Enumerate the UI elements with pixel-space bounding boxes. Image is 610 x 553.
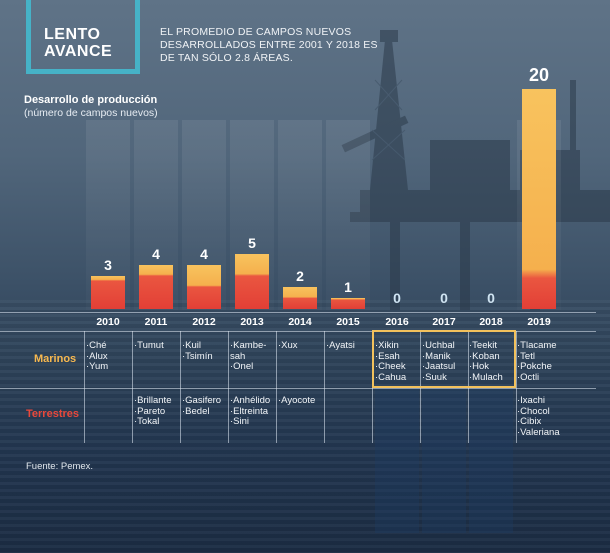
title-frame	[26, 0, 140, 74]
bar-2011	[139, 265, 173, 309]
column-divider-1	[132, 331, 133, 443]
column-divider-2	[180, 331, 181, 443]
year-label-2015: 2015	[336, 316, 360, 328]
marinos-cell-2011: ·Tumut	[134, 340, 164, 351]
marinos-cell-2010: ·Ché ·Alux ·Yum	[86, 340, 109, 372]
marinos-cell-2013: ·Kambe- sah ·Onel	[230, 340, 267, 372]
bar-label-2015: 1	[344, 279, 352, 295]
source-note: Fuente: Pemex.	[26, 461, 94, 472]
year-label-2011: 2011	[144, 316, 168, 328]
page-subtitle: EL PROMEDIO DE CAMPOS NUEVOS DESARROLLAD…	[160, 26, 378, 64]
column-shade-2017	[422, 388, 466, 533]
grid-line-rows	[0, 388, 596, 389]
column-shade-2018	[469, 388, 513, 533]
terrestres-cell-2019: ·Ixachi ·Chocol ·Cibix ·Valeriana	[517, 395, 560, 438]
bar-label-2019: 20	[528, 65, 550, 85]
bar-label-2011: 4	[152, 246, 160, 262]
bar-2012	[187, 265, 221, 309]
bar-label-2014: 2	[296, 268, 304, 284]
year-label-2017: 2017	[432, 316, 456, 328]
column-divider-0	[84, 331, 85, 443]
year-label-2013: 2013	[240, 316, 264, 328]
marinos-cell-2015: ·Ayatsi	[326, 340, 355, 351]
row-label-marinos: Marinos	[34, 353, 77, 365]
grid-line-top	[0, 312, 596, 313]
terrestres-cell-2011: ·Brillante ·Pareto ·Tokal	[134, 395, 172, 427]
bar-label-2010: 3	[104, 257, 112, 273]
page-title: LENTO AVANCE	[44, 26, 113, 60]
sea-background	[0, 300, 610, 553]
column-divider-4	[276, 331, 277, 443]
bar-2010	[91, 276, 125, 309]
row-label-terrestres: Terrestres	[26, 408, 79, 420]
marinos-cell-2018: ·Teekit ·Koban ·Hok ·Mulach	[469, 340, 503, 383]
marinos-cell-2014: ·Xux	[278, 340, 298, 351]
bar-2014	[283, 287, 317, 309]
column-shade-2015	[326, 120, 370, 310]
column-shade-2016	[375, 388, 419, 533]
year-label-2019: 2019	[527, 316, 551, 328]
year-label-2016: 2016	[385, 316, 409, 328]
bar-label-2017: 0	[440, 290, 448, 306]
column-divider-3	[228, 331, 229, 443]
year-label-2010: 2010	[96, 316, 120, 328]
bar-label-2018: 0	[487, 290, 495, 306]
highlight-frame-2016-2018	[372, 330, 516, 388]
terrestres-cell-2012: ·Gasifero ·Bedel	[182, 395, 222, 417]
marinos-cell-2016: ·Xikin ·Esah ·Cheek ·Cahua	[375, 340, 407, 383]
bar-label-2013: 5	[248, 235, 256, 251]
marinos-cell-2017: ·Uchbal ·Manik ·Jaatsul ·Suuk	[422, 340, 456, 383]
column-shade-2014	[278, 120, 322, 310]
chart-title: Desarrollo de producción	[24, 94, 158, 106]
terrestres-cell-2013: ·Anhélido ·Eltreinta ·Sini	[230, 395, 271, 427]
terrestres-cell-2014: ·Ayocote	[278, 395, 316, 406]
bar-2019	[522, 89, 556, 309]
year-label-2012: 2012	[192, 316, 216, 328]
marinos-cell-2019: ·Tlacame ·Tetl ·Pokche ·Octli	[517, 340, 557, 383]
grid-line-years	[0, 331, 596, 332]
column-divider-9	[516, 331, 517, 443]
year-label-2014: 2014	[288, 316, 312, 328]
chart-ylabel: (número de campos nuevos)	[24, 107, 158, 119]
column-divider-5	[324, 331, 325, 443]
bar-2013	[235, 254, 269, 309]
bar-label-2016: 0	[393, 290, 401, 306]
year-label-2018: 2018	[479, 316, 503, 328]
marinos-cell-2012: ·Kuil ·Tsimín	[182, 340, 213, 362]
bar-label-2012: 4	[200, 246, 208, 262]
bar-2015	[331, 298, 365, 309]
